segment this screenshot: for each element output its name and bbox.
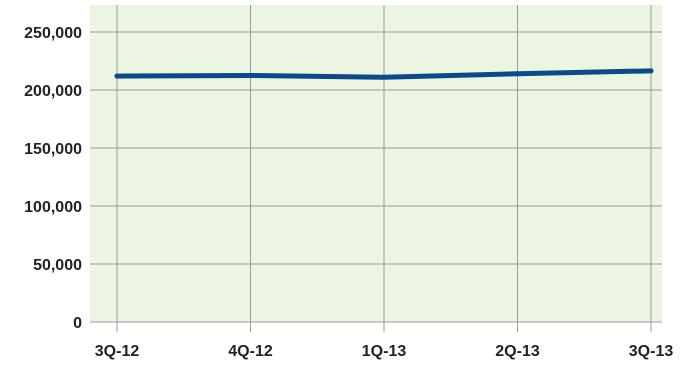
data-point (381, 74, 387, 80)
x-tick-label: 2Q-13 (495, 343, 540, 360)
y-tick-label: 150,000 (24, 141, 82, 158)
x-tick-label: 3Q-12 (95, 343, 140, 360)
data-point (114, 73, 120, 79)
y-tick-label: 100,000 (24, 199, 82, 216)
y-tick-label: 200,000 (24, 83, 82, 100)
x-tick-label: 1Q-13 (362, 343, 407, 360)
y-axis-ticks: 0 50,000 100,000 150,000 200,000 250,000 (24, 25, 82, 332)
y-tick-label: 0 (73, 315, 82, 332)
y-tick-label: 50,000 (33, 257, 82, 274)
gridlines (90, 5, 662, 332)
plot-area (90, 5, 662, 322)
data-point (515, 71, 520, 77)
x-axis-ticks: 3Q-12 4Q-12 1Q-13 2Q-13 3Q-13 (95, 343, 674, 360)
x-tick-label: 4Q-12 (228, 343, 273, 360)
series-layer (114, 68, 654, 80)
y-tick-label: 250,000 (24, 25, 82, 42)
data-point (648, 68, 654, 74)
data-point (248, 73, 253, 78)
x-tick-label: 3Q-13 (629, 343, 674, 360)
